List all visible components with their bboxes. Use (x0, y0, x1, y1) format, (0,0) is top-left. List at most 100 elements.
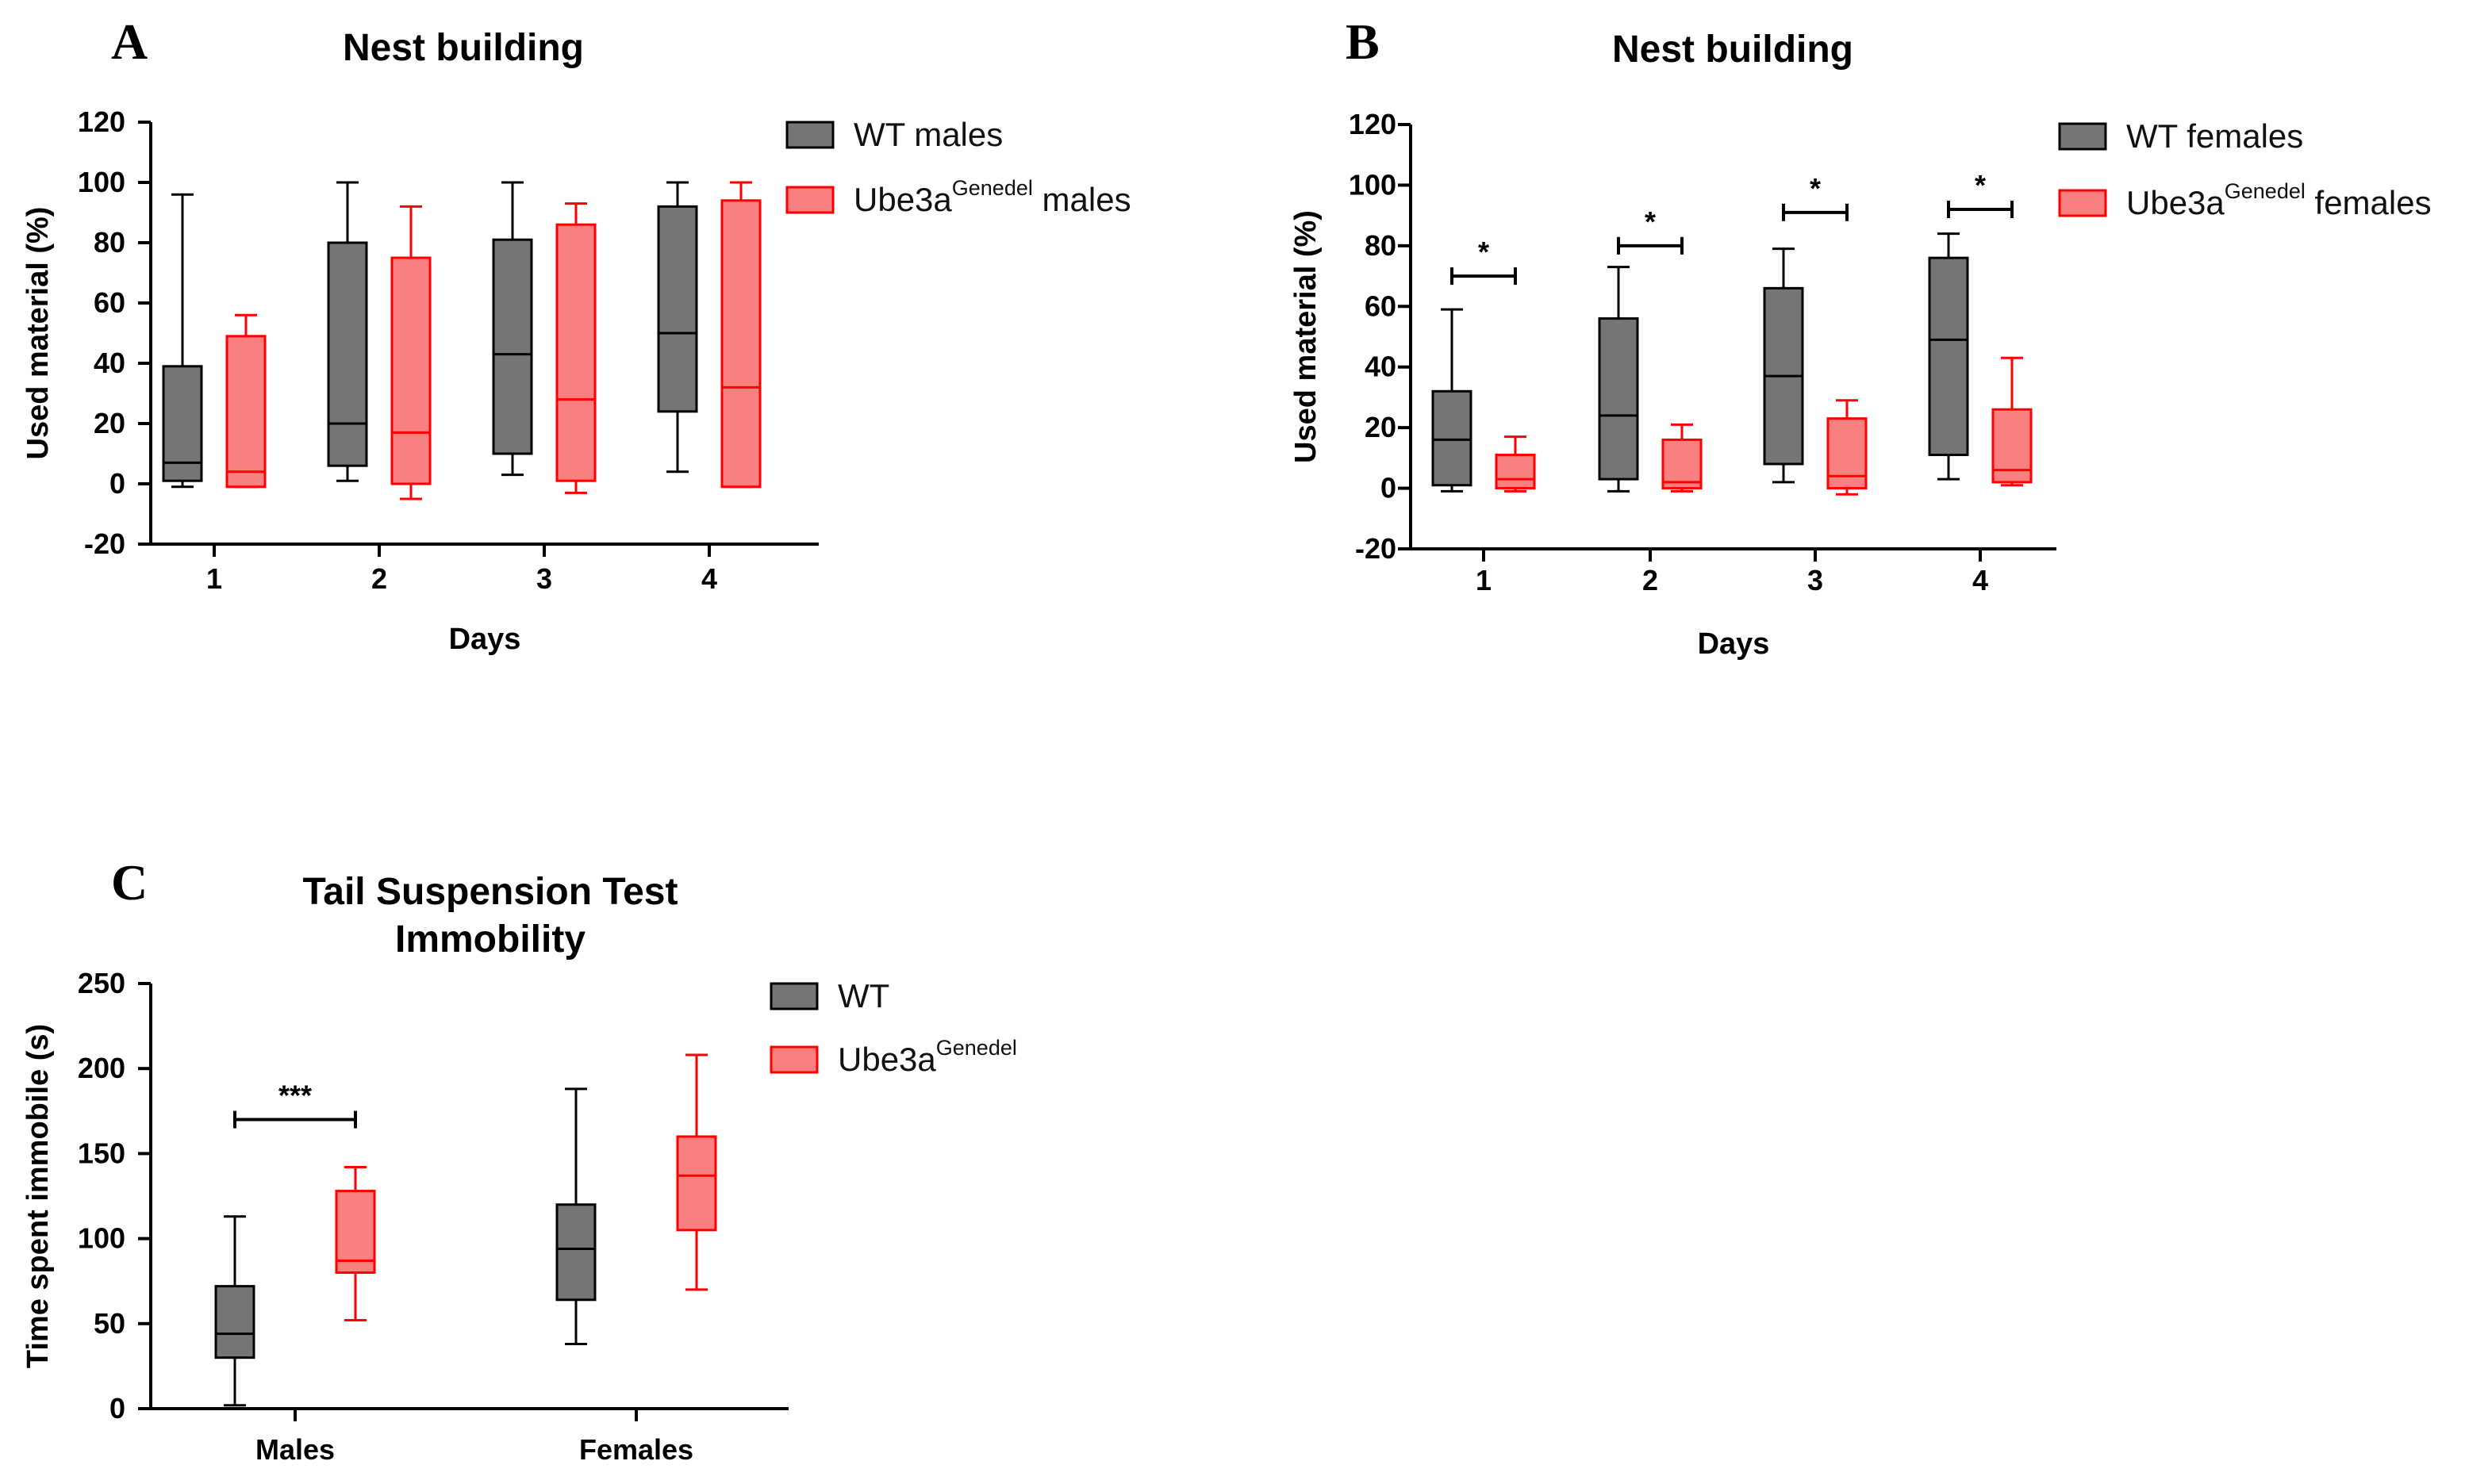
significance-label: * (1478, 236, 1489, 268)
box-plot (555, 1087, 597, 1346)
legend-swatch (770, 1045, 819, 1074)
significance-marker: * (1782, 172, 1849, 221)
legend-label-main: Ube3a (2126, 184, 2225, 221)
chart-title: Nest building (343, 27, 584, 69)
y-tick-label: 50 (94, 1307, 125, 1340)
box-plot (492, 181, 533, 477)
legend-label: Ube3aGenedel males (854, 176, 1131, 218)
box-plot (676, 1053, 717, 1291)
box-iqr (1826, 417, 1868, 490)
significance-label: * (1645, 205, 1656, 238)
x-tick-label: 3 (1807, 564, 1823, 596)
box-iqr (1598, 317, 1639, 481)
significance-marker: *** (233, 1079, 357, 1129)
legend-item: WT (770, 977, 889, 1014)
x-tick-label: Females (579, 1433, 693, 1466)
box-plot (1826, 399, 1868, 496)
legend-label: WT males (854, 116, 1003, 153)
box-iqr (555, 1203, 597, 1302)
legend-label: Ube3aGenedel (838, 1036, 1017, 1078)
box-plot (555, 202, 597, 494)
box-iqr (390, 256, 432, 485)
legend-swatch (785, 121, 835, 149)
box-plot (214, 1215, 255, 1407)
x-tick-label: 1 (1476, 564, 1492, 596)
legend-swatch (2058, 189, 2107, 217)
legend-item: WT females (2058, 117, 2303, 155)
x-axis-label: Days (449, 623, 521, 656)
y-tick-label: 100 (78, 1222, 125, 1255)
legend: WT females Ube3aGenedel females (2058, 117, 2432, 221)
box-plot (720, 181, 762, 489)
legend-label-main: Ube3a (838, 1041, 936, 1078)
box-iqr (492, 238, 533, 455)
box-iqr (676, 1135, 717, 1232)
panel-letter: A (111, 13, 148, 70)
legend: WT Ube3aGenedel (770, 977, 1017, 1078)
y-tick-label: 0 (109, 467, 125, 500)
box-plot (1431, 308, 1472, 493)
x-tick-label: 2 (1642, 564, 1658, 596)
legend-swatch (2058, 122, 2107, 151)
chart-title: Nest building (1612, 29, 1853, 71)
x-tick-label: 3 (536, 562, 552, 595)
legend-item: WT males (785, 116, 1003, 153)
legend-label-main: WT females (2126, 117, 2303, 155)
series-1 (225, 181, 762, 500)
box-plot (327, 181, 368, 482)
y-axis-label: Time spent immobile (s) (21, 1024, 55, 1368)
y-tick-label: 80 (94, 226, 125, 259)
significance-marker: * (1947, 169, 2014, 218)
y-tick-label: -20 (1355, 532, 1396, 565)
legend-label-main: WT males (854, 116, 1003, 153)
box-plot (390, 205, 432, 500)
box-plot (1495, 435, 1536, 493)
significance-label: * (1975, 169, 1986, 201)
series-1 (1495, 356, 2033, 496)
panel-letter: B (1346, 13, 1380, 70)
y-tick-label: 60 (1365, 290, 1396, 322)
panel-c-chart: C Tail Suspension Test Immobility 0 50 100 150… (21, 854, 1017, 1466)
y-tick-label: 20 (1365, 411, 1396, 443)
box-iqr (657, 205, 698, 413)
legend-swatch (770, 982, 819, 1010)
y-tick-label: 40 (1365, 351, 1396, 383)
box-iqr (1431, 389, 1472, 487)
y-tick-label: 200 (78, 1052, 125, 1084)
chart-title: Tail Suspension Test (303, 871, 678, 913)
box-plot (1928, 232, 1969, 481)
legend-label: Ube3aGenedel females (2126, 179, 2432, 221)
box-plot (225, 313, 267, 489)
significance-label: * (1810, 172, 1821, 205)
box-iqr (327, 241, 368, 467)
x-tick-label: 1 (206, 562, 222, 595)
y-tick-label: 250 (78, 967, 125, 999)
box-iqr (1495, 454, 1536, 490)
axes: 0 50 100 150 200 250 Males Females (78, 967, 789, 1466)
y-tick-label: 120 (78, 105, 125, 138)
box-plot (1763, 247, 1804, 484)
y-tick-label: 120 (1349, 108, 1396, 140)
box-plot (1991, 356, 2033, 487)
y-tick-label: 100 (1349, 168, 1396, 201)
series-0 (162, 181, 698, 489)
legend-label-superscript: Genedel (2225, 179, 2306, 203)
legend-item: Ube3aGenedel females (2058, 179, 2432, 221)
legend-label-superscript: Genedel (936, 1036, 1017, 1060)
box-iqr (214, 1285, 255, 1359)
legend-swatch (785, 186, 835, 214)
legend-label-suffix: females (2306, 184, 2432, 221)
box-plot (1661, 423, 1703, 493)
y-axis-label: Used material (%) (21, 207, 55, 460)
series-1 (335, 1053, 717, 1322)
significance-marker: * (1617, 205, 1684, 255)
significance-label: *** (278, 1079, 312, 1112)
chart-title-line2: Immobility (395, 918, 586, 961)
box-iqr (1661, 438, 1703, 490)
legend-label-main: WT (838, 977, 889, 1014)
legend-label-main: Ube3a (854, 181, 952, 218)
x-tick-label: 4 (701, 562, 717, 595)
y-tick-label: 40 (94, 347, 125, 379)
